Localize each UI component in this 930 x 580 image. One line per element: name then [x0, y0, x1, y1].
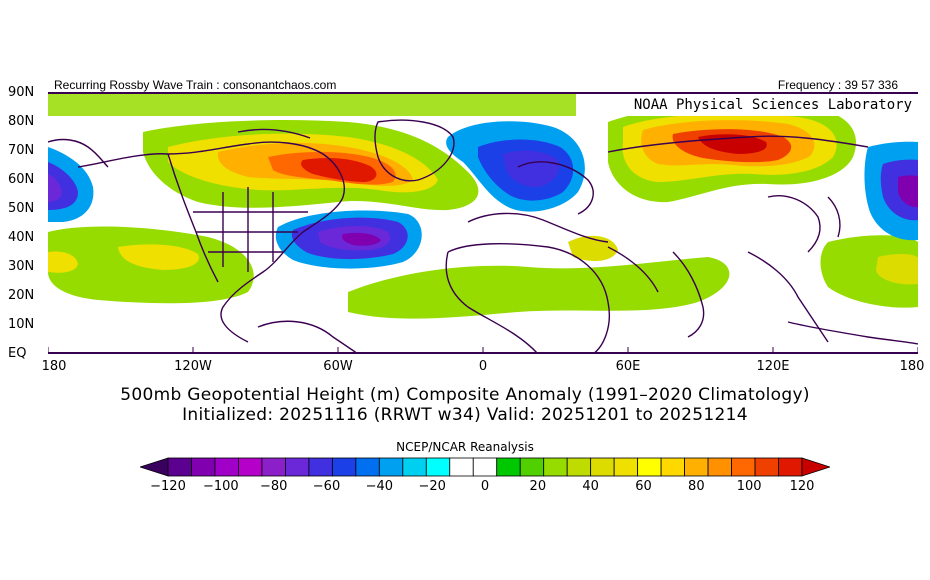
colorbar-cell: [355, 457, 380, 477]
colorbar-cell: [613, 457, 639, 477]
lat-label-60n: 60N: [8, 172, 35, 187]
ridge-north-america: [143, 120, 479, 211]
credit-band: [576, 92, 918, 116]
colorbar-cell: [707, 457, 732, 477]
lon-label-60w: 60W: [323, 359, 353, 374]
lon-label-180w: 180: [41, 359, 67, 374]
colorbar-cell: [754, 457, 779, 477]
colorbar-cell: [425, 457, 451, 477]
lat-label-80n: 80N: [8, 114, 35, 129]
caption-title: 500mb Geopotential Height (m) Composite …: [120, 385, 810, 405]
colorbar-label: −120: [150, 479, 186, 494]
coastlines: [48, 119, 918, 354]
colorbar-cell: [684, 457, 709, 477]
anomaly-map: NOAA Physical Sciences Laboratory: [48, 92, 918, 354]
colorbar-label: 120: [789, 479, 815, 494]
colorbar-cell: [331, 457, 357, 477]
colorbar-label: 100: [736, 479, 762, 494]
colorbar-cell: [378, 457, 404, 477]
credit-text: NOAA Physical Sciences Laboratory: [634, 97, 912, 113]
colorbar-label: −80: [259, 479, 288, 494]
colorbar-cell: [402, 457, 427, 477]
colorbar-cell: [731, 457, 756, 477]
colorbar-cell: [543, 457, 568, 477]
colorbar-label: 40: [582, 479, 599, 494]
title-right: Frequency : 39 57 336: [777, 78, 898, 92]
lat-label-10n: 10N: [8, 317, 35, 332]
lat-label-30n: 30N: [8, 259, 35, 274]
lon-label-0: 0: [478, 359, 488, 374]
lon-ticks: [48, 347, 918, 354]
colorbar-cell: [191, 457, 216, 477]
colorbar-cell: [472, 457, 498, 477]
colorbar-cell: [261, 457, 286, 477]
colorbar-cell: [167, 457, 192, 477]
colorbar-label: −100: [202, 479, 239, 494]
trough-north-pacific: [48, 141, 918, 241]
lat-label-70n: 70N: [8, 143, 35, 158]
lon-label-120w: 120W: [174, 359, 212, 374]
lat-label-40n: 40N: [8, 230, 35, 245]
colorbar-cell: [496, 457, 521, 477]
colorbar-cell: [660, 457, 685, 477]
data-source: NCEP/NCAR Reanalysis: [396, 440, 534, 454]
colorbar-cell: [637, 457, 662, 477]
lon-label-120e: 120E: [756, 359, 790, 374]
colorbar-cell: [449, 457, 474, 477]
title-left: Recurring Rossby Wave Train : consonantc…: [54, 78, 337, 92]
lon-label-60e: 60E: [615, 359, 641, 374]
lat-label-20n: 20N: [8, 288, 35, 303]
colorbar-label: 20: [529, 479, 547, 494]
trough-scandinavia: [446, 121, 585, 212]
subtropical-positive: [48, 226, 918, 319]
lon-label-180e: 180: [899, 359, 925, 374]
colorbar-cell: [519, 457, 545, 477]
colorbar-cell: [566, 457, 592, 477]
colorbar-cell: [238, 457, 263, 477]
colorbar-label: −20: [418, 479, 446, 494]
colorbar-cell: [285, 457, 310, 477]
colorbar: [140, 457, 830, 477]
colorbar-label: −40: [365, 479, 394, 494]
colorbar-cell: [308, 457, 333, 477]
caption-dates: Initialized: 20251116 (RRWT w34) Valid: …: [182, 405, 748, 425]
colorbar-cell: [778, 457, 803, 477]
colorbar-cells: [140, 457, 830, 477]
colorbar-label: 0: [480, 479, 490, 494]
lat-label-90n: 90N: [8, 85, 35, 100]
trough-atlantic: [275, 210, 422, 269]
colorbar-cell: [590, 457, 615, 477]
lat-label-50n: 50N: [8, 201, 35, 216]
colorbar-label: 80: [688, 479, 705, 494]
colorbar-arrow-high: [801, 457, 830, 477]
colorbar-cell: [214, 457, 239, 477]
lat-label-eq: EQ: [8, 346, 27, 361]
colorbar-arrow-low: [140, 457, 169, 477]
colorbar-label: −60: [312, 479, 341, 494]
ridge-siberia: [608, 104, 856, 203]
colorbar-label: 60: [635, 479, 652, 494]
